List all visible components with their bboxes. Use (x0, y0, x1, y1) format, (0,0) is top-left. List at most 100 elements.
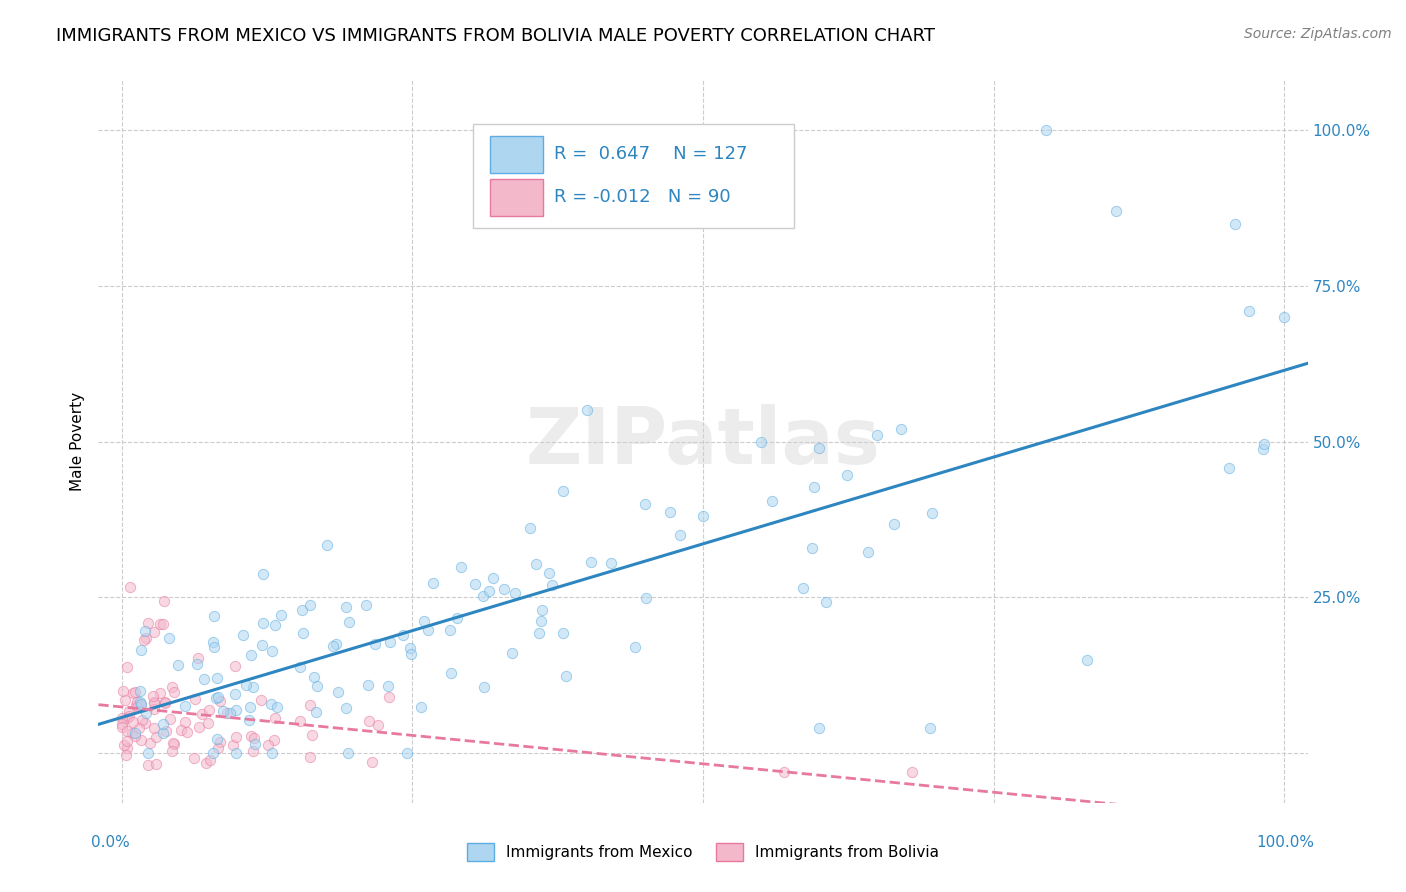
Point (529, 626, 551, 640)
Point (307, 679, 329, 693)
Point (808, 441, 831, 455)
Point (378, 690, 401, 704)
Point (575, 403, 598, 417)
Point (153, 696, 176, 710)
Point (239, 729, 262, 743)
Point (124, 726, 146, 740)
Point (193, 672, 215, 686)
Point (835, 467, 858, 482)
Point (155, 724, 177, 739)
Point (262, 644, 284, 658)
Point (128, 721, 150, 735)
Point (205, 671, 228, 685)
Point (411, 700, 433, 714)
Point (125, 699, 148, 714)
Point (357, 714, 380, 728)
Point (634, 497, 657, 511)
Point (531, 603, 554, 617)
Point (224, 687, 246, 701)
Point (136, 616, 159, 631)
Point (260, 746, 283, 760)
Point (129, 698, 152, 712)
Point (114, 693, 136, 707)
Point (553, 484, 575, 499)
Point (354, 598, 377, 612)
Point (530, 614, 553, 628)
Point (143, 624, 166, 639)
Point (115, 710, 138, 724)
Point (553, 625, 575, 640)
Point (440, 666, 463, 681)
Point (149, 686, 172, 700)
Point (136, 758, 159, 772)
Point (136, 746, 159, 760)
Point (115, 748, 138, 763)
Point (803, 480, 825, 494)
Point (186, 657, 208, 671)
Point (364, 637, 387, 651)
Point (1239, 303, 1261, 318)
Point (291, 625, 314, 640)
Point (266, 700, 288, 714)
Point (335, 599, 357, 614)
Point (890, 422, 912, 436)
Point (815, 595, 838, 609)
Point (316, 538, 339, 552)
Point (1253, 437, 1275, 451)
Point (554, 669, 576, 683)
Point (207, 690, 229, 704)
Point (125, 698, 148, 712)
Point (115, 741, 138, 756)
Point (257, 739, 280, 753)
Point (270, 608, 292, 623)
Point (129, 732, 152, 747)
Point (129, 643, 152, 657)
Point (195, 756, 218, 771)
Point (302, 670, 325, 684)
Point (692, 509, 714, 524)
Point (1218, 461, 1240, 475)
Point (208, 734, 231, 748)
Point (288, 659, 311, 673)
Point (524, 558, 547, 572)
Point (205, 690, 228, 705)
Point (160, 680, 183, 694)
Point (152, 617, 174, 632)
Point (264, 618, 287, 632)
Point (225, 746, 247, 760)
Point (450, 560, 472, 574)
Point (142, 695, 165, 709)
Point (298, 750, 321, 764)
Point (305, 705, 328, 719)
Point (481, 571, 503, 585)
Point (260, 697, 283, 711)
Point (856, 544, 879, 558)
Point (328, 685, 350, 699)
Point (416, 623, 439, 637)
Point (337, 615, 360, 629)
Text: Source: ZipAtlas.com: Source: ZipAtlas.com (1244, 27, 1392, 41)
Point (252, 638, 274, 652)
Point (918, 721, 941, 735)
Text: IMMIGRANTS FROM MEXICO VS IMMIGRANTS FROM BOLIVIA MALE POVERTY CORRELATION CHART: IMMIGRANTS FROM MEXICO VS IMMIGRANTS FRO… (56, 27, 935, 45)
Point (134, 715, 156, 730)
Point (360, 755, 382, 769)
Point (235, 678, 257, 692)
Text: R =  0.647    N = 127: R = 0.647 N = 127 (554, 145, 748, 163)
Point (184, 692, 207, 706)
Point (883, 516, 905, 531)
Point (412, 614, 434, 628)
Point (472, 680, 495, 694)
Point (749, 434, 772, 449)
Point (145, 730, 167, 744)
Point (111, 717, 134, 731)
Point (129, 695, 152, 709)
Point (225, 703, 247, 717)
Point (242, 680, 264, 694)
Point (212, 704, 235, 718)
Point (142, 689, 165, 703)
Point (1225, 217, 1247, 231)
Point (205, 731, 228, 746)
Point (243, 731, 266, 745)
Point (439, 624, 461, 638)
